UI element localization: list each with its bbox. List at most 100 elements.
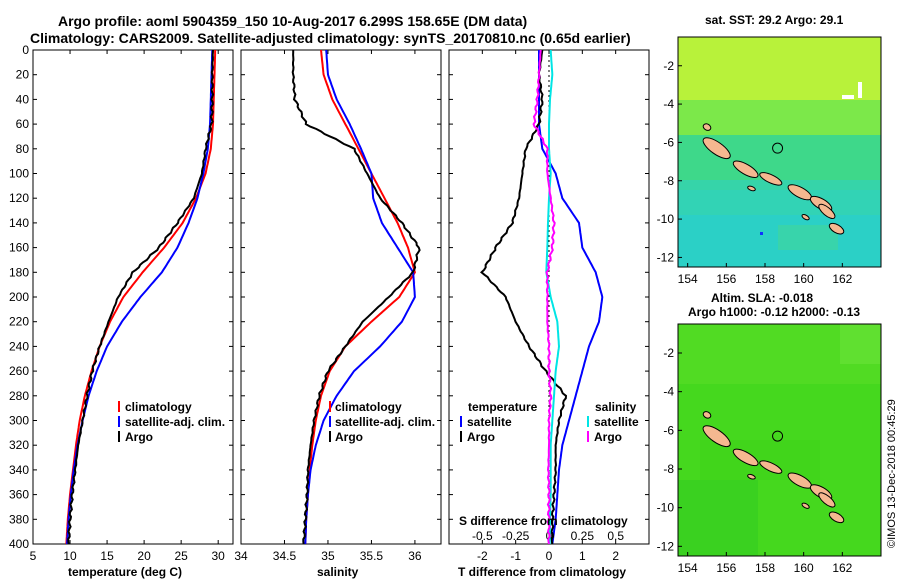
sla-map-axes: 154 156 158 160 162 -2 -4 -6 -8 -10 -12 — [657, 346, 853, 575]
x-tick-label: 20 — [137, 549, 151, 563]
island — [732, 448, 759, 467]
lon-tick-label: 154 — [678, 272, 698, 286]
island — [759, 172, 783, 186]
island — [702, 411, 712, 419]
depth-tick-label: 100 — [9, 167, 29, 181]
lon-tick-label: 156 — [716, 272, 736, 286]
depth-tick-label: 340 — [9, 463, 29, 477]
header-line1: Argo profile: aoml 5904359_150 10-Aug-20… — [58, 13, 527, 29]
depth-tick-label: 400 — [9, 537, 29, 551]
depth-tick-label: 60 — [16, 117, 30, 131]
series-line-argo — [291, 50, 421, 544]
lon-tick-label: 160 — [794, 561, 814, 575]
legend-label-satellite: satellite-adj. clim. — [125, 415, 225, 429]
lon-tick-label: 154 — [678, 561, 698, 575]
lat-tick-label: -2 — [663, 346, 674, 360]
island — [828, 222, 845, 235]
sst-map-axes: 154 156 158 160 162 -2 -4 -6 -8 -10 -12 — [657, 59, 853, 286]
lon-tick-label: 162 — [832, 272, 852, 286]
header-line2: Climatology: CARS2009. Satellite-adjuste… — [30, 30, 631, 46]
lon-tick-label: 158 — [755, 561, 775, 575]
legend-label-s-satellite: satellite — [594, 415, 639, 429]
lon-tick-label: 160 — [794, 272, 814, 286]
temperature-x-axis: 5 10 15 20 25 30 — [30, 50, 226, 563]
depth-tick-label: 300 — [9, 414, 29, 428]
temperature-series — [65, 50, 217, 544]
imos-watermark: ©IMOS 13-Dec-2018 00:45:29 — [886, 399, 898, 548]
solomon-islands-land — [702, 123, 845, 235]
lat-tick-label: -4 — [663, 385, 674, 399]
sla-map-frame — [677, 323, 882, 557]
x-tick-label: -2 — [477, 549, 488, 563]
difference-series — [480, 50, 604, 544]
series-line-argo — [67, 50, 215, 544]
sla-map-subtitle: Argo h1000: -0.12 h2000: -0.13 — [688, 305, 860, 319]
island — [818, 492, 836, 508]
legend-label-argo: Argo — [125, 430, 153, 444]
island — [747, 473, 756, 480]
temperature-axes — [32, 49, 234, 545]
lat-tick-label: -10 — [657, 501, 675, 515]
legend-title-temperature: temperature — [468, 400, 538, 414]
island — [801, 502, 810, 509]
depth-tick-label: 0 — [22, 43, 29, 57]
island — [702, 425, 731, 448]
island — [828, 511, 845, 524]
x-tick-label: 35.5 — [360, 549, 384, 563]
legend-label-t-satellite: satellite — [467, 415, 512, 429]
series-line-s-satellite — [545, 50, 561, 544]
lat-tick-label: -12 — [657, 250, 675, 264]
salinity-axes — [240, 49, 442, 545]
depth-tick-label: 120 — [9, 191, 29, 205]
depth-tick-label: 260 — [9, 364, 29, 378]
x-tick-label-s: 0.5 — [607, 529, 624, 543]
lat-tick-label: -10 — [657, 212, 675, 226]
sst-map-field — [678, 37, 881, 267]
lon-tick-label: 156 — [716, 561, 736, 575]
depth-tick-label: 320 — [9, 438, 29, 452]
argo-position-marker — [772, 142, 784, 154]
argo-position-marker — [772, 430, 784, 442]
series-line-s-argo — [532, 50, 556, 544]
depth-tick-label: 160 — [9, 241, 29, 255]
sla-map-field — [678, 324, 881, 556]
solomon-islands-land — [702, 411, 845, 524]
legend-title-salinity: salinity — [595, 400, 637, 414]
lon-tick-label: 158 — [755, 272, 775, 286]
salinity-legend: climatology satellite-adj. clim. Argo — [329, 400, 435, 444]
depth-tick-label: 140 — [9, 216, 29, 230]
x-tick-label-s: -0.5 — [472, 529, 493, 543]
temperature-xlabel: temperature (deg C) — [68, 565, 182, 579]
lat-tick-label: -6 — [663, 423, 674, 437]
sla-map-title: Altim. SLA: -0.018 — [711, 291, 813, 305]
x-tick-label: 34 — [234, 549, 248, 563]
salinity-xlabel: salinity — [317, 565, 359, 579]
island — [702, 137, 731, 160]
island — [759, 460, 783, 474]
series-line-satellite-adj-clim- — [304, 50, 416, 544]
island — [747, 185, 756, 192]
temperature-legend: climatology satellite-adj. clim. Argo — [118, 400, 225, 444]
x-tick-label: 30 — [212, 549, 226, 563]
depth-tick-label: 200 — [9, 290, 29, 304]
x-tick-label: 10 — [63, 549, 77, 563]
x-tick-label: 5 — [30, 549, 37, 563]
difference-xlabel-top: S difference from climatology — [459, 514, 628, 528]
depth-tick-label: 180 — [9, 265, 29, 279]
x-tick-label-s: 0.25 — [571, 529, 595, 543]
legend-label-climatology: climatology — [125, 400, 192, 414]
sst-map-title: sat. SST: 29.2 Argo: 29.1 — [705, 13, 844, 27]
depth-tick-label: 40 — [16, 92, 30, 106]
depth-tick-label: 240 — [9, 339, 29, 353]
lat-tick-label: -4 — [663, 97, 674, 111]
depth-tick-label: 380 — [9, 512, 29, 526]
x-tick-label-s: -0.25 — [502, 529, 530, 543]
x-tick-label: -1 — [510, 549, 521, 563]
lon-tick-label: 162 — [832, 561, 852, 575]
depth-tick-label: 80 — [16, 142, 30, 156]
depth-tick-label: 220 — [9, 315, 29, 329]
difference-legend: temperature satellite Argo salinity sate… — [460, 400, 639, 444]
island — [702, 123, 712, 131]
depth-axis: 0 20 40 60 80 100 120 140 160 180 200 220 240 260 280 3… — [9, 43, 649, 551]
